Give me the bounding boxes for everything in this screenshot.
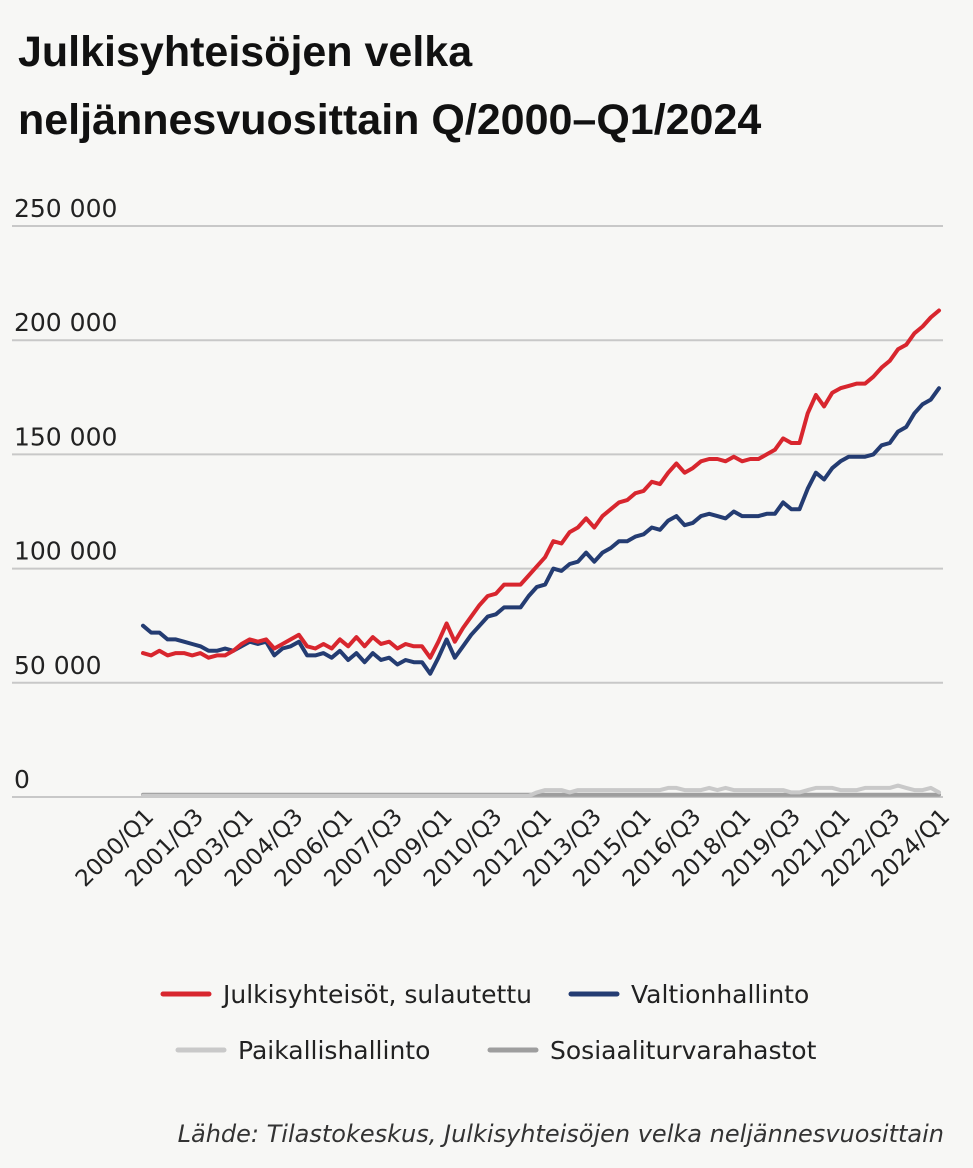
y-tick-label: 0 — [14, 765, 30, 794]
legend-label: Sosiaaliturvarahastot — [550, 1036, 817, 1065]
x-axis-ticks: 2000/Q12001/Q32003/Q12004/Q32006/Q12007/… — [71, 804, 955, 892]
y-tick-label: 100 000 — [14, 537, 117, 566]
source-note: Lähde: Tilastokeskus, Julkisyhteisöjen v… — [178, 1120, 944, 1148]
legend: Julkisyhteisöt, sulautettu Valtionhallint… — [160, 980, 817, 1065]
y-axis-ticks: 0 50 000 100 000 150 000 200 000 250 000 — [14, 194, 117, 794]
y-tick-label: 150 000 — [14, 422, 117, 451]
series-line-0 — [141, 308, 941, 660]
grid-lines — [12, 225, 943, 798]
legend-label: Valtionhallinto — [631, 980, 809, 1009]
series-line-1 — [141, 386, 941, 676]
y-tick-label: 200 000 — [14, 308, 117, 337]
y-tick-label: 250 000 — [14, 194, 117, 223]
legend-label: Julkisyhteisöt, sulautettu — [221, 980, 532, 1009]
chart-title-line-1: Julkisyhteisöjen velka — [18, 28, 473, 76]
series-line-2 — [141, 783, 941, 798]
y-tick-label: 50 000 — [14, 651, 101, 680]
series-lines — [141, 308, 941, 798]
legend-label: Paikallishallinto — [238, 1036, 430, 1065]
chart-title-line-2: neljännesvuosittain Q/2000–Q1/2024 — [18, 96, 761, 144]
